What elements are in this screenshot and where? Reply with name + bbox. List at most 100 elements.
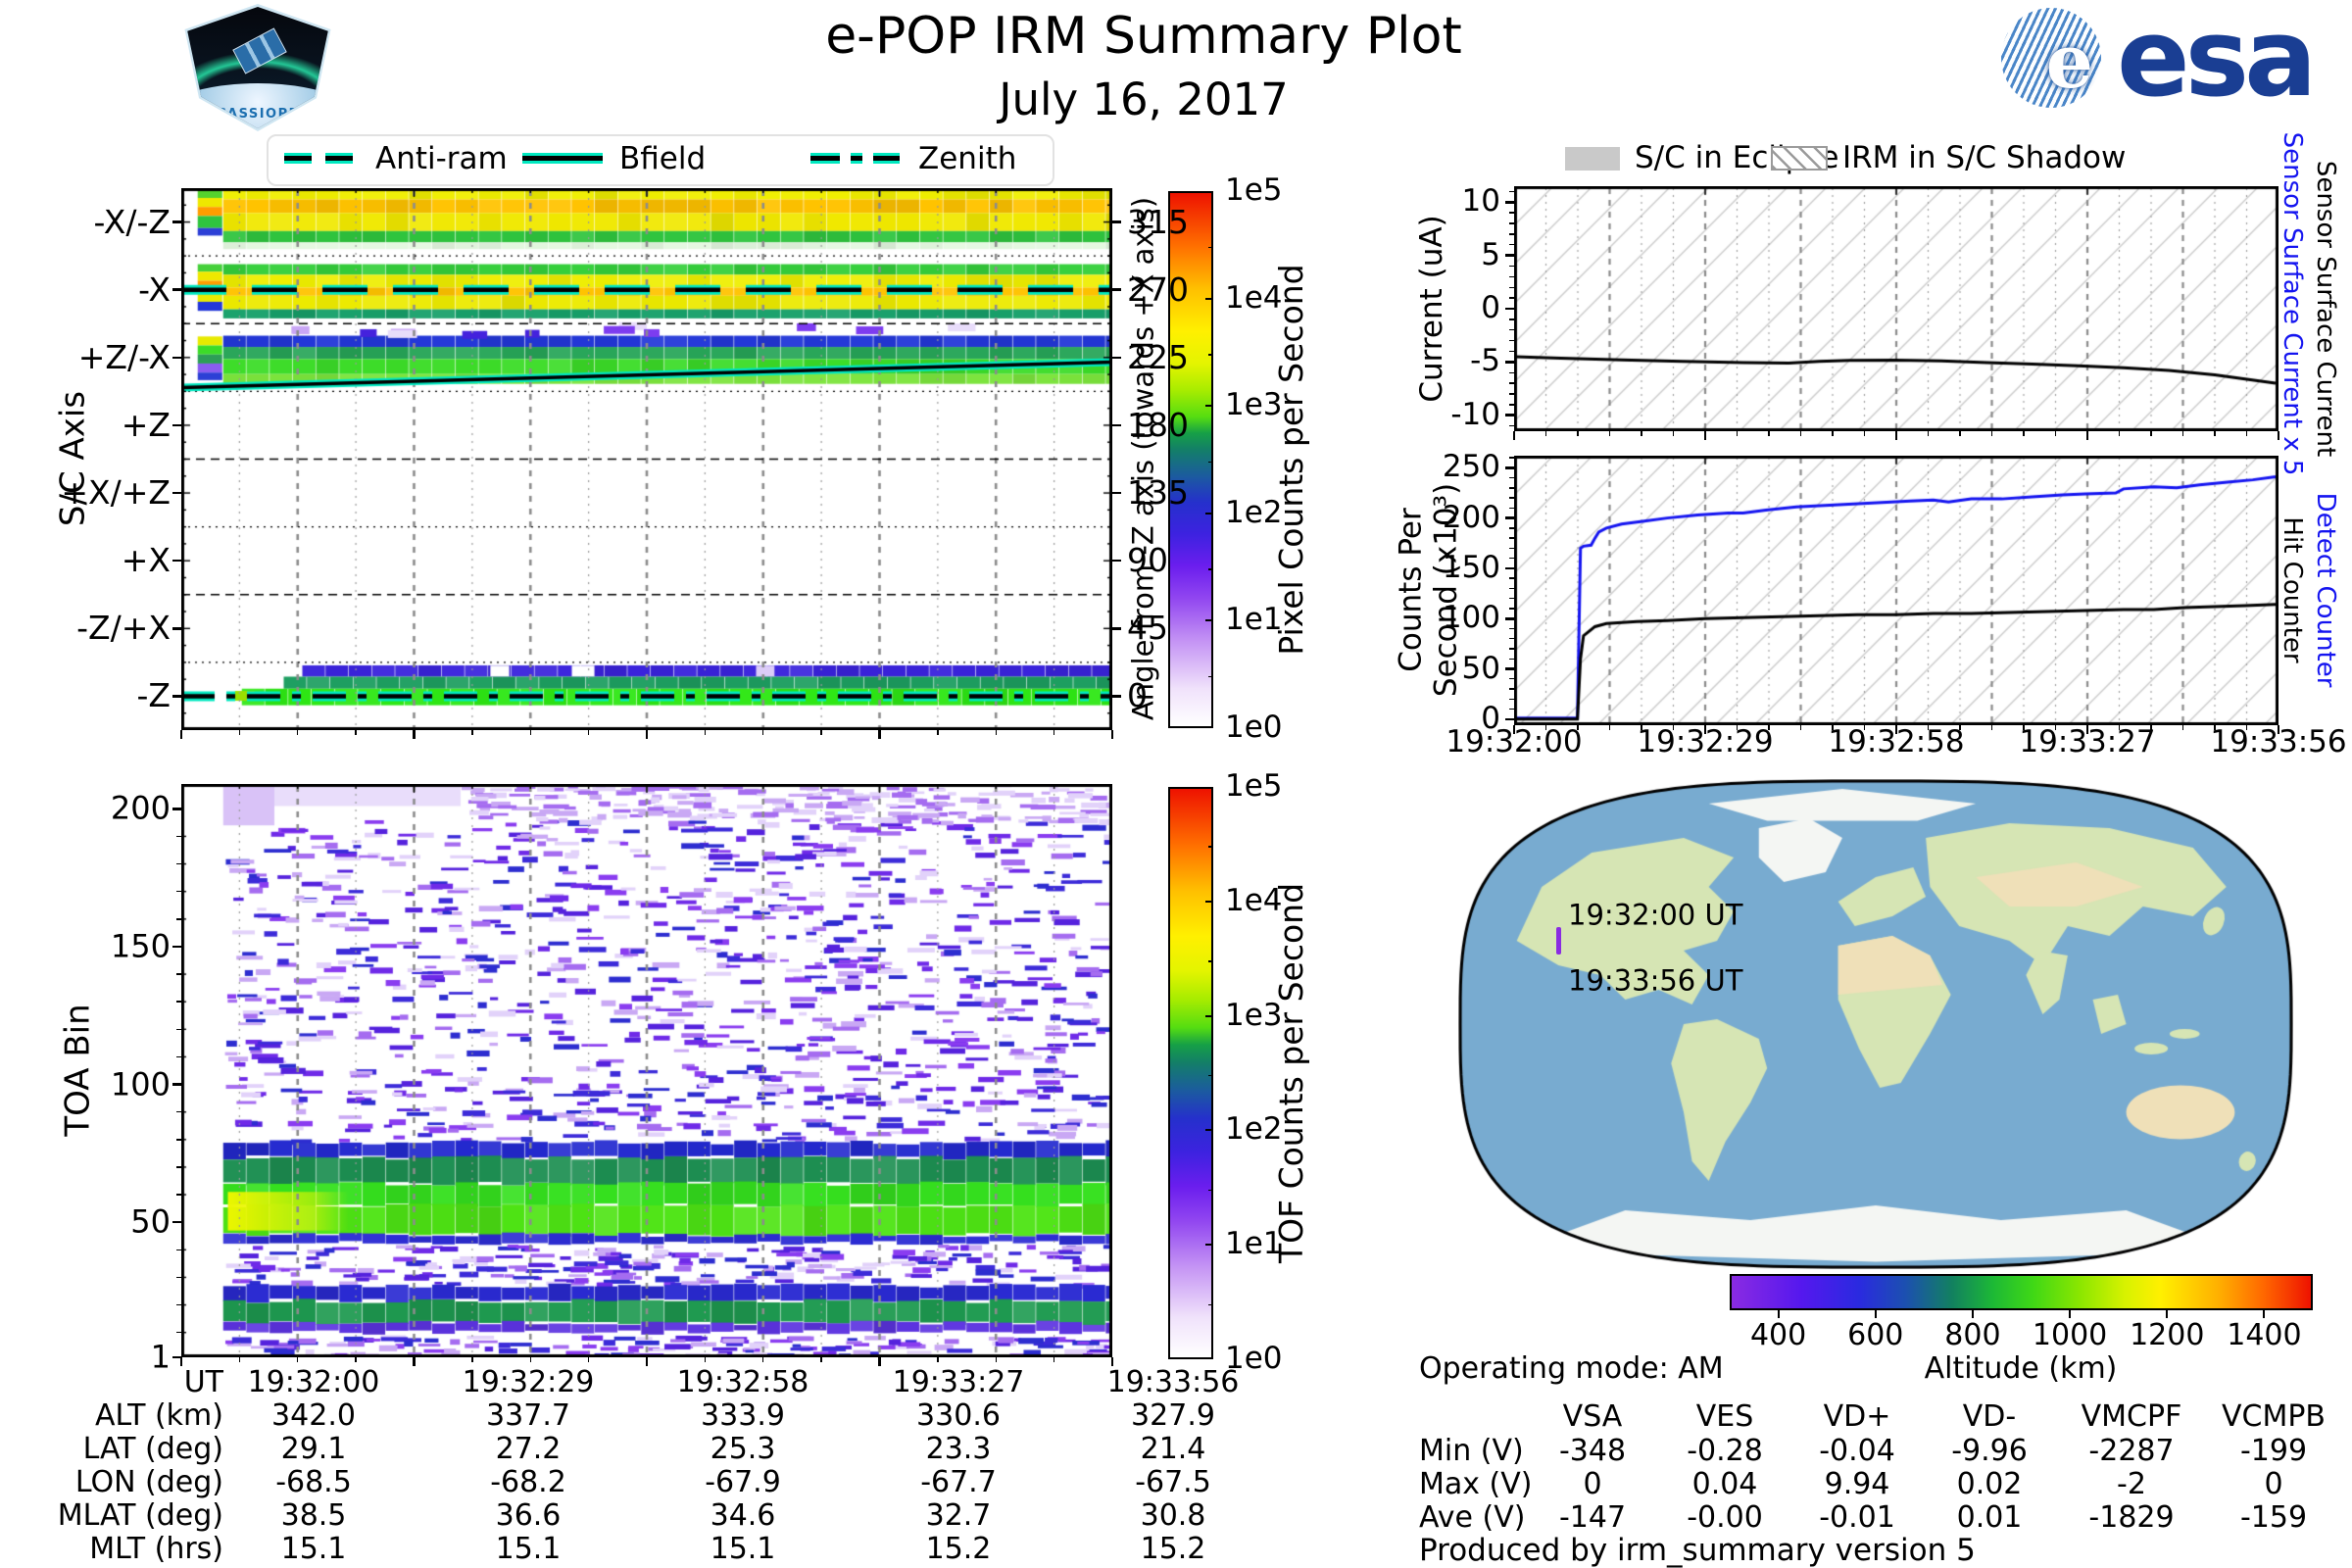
anti-ram-line-swatch [284, 153, 312, 164]
toa-tick-label: 100 [110, 1065, 171, 1103]
altitude-tick-label: 1400 [2227, 1317, 2302, 1352]
ephemeris-value: 29.1 [280, 1431, 347, 1466]
tick-mark [1736, 431, 1739, 436]
ephemeris-value: 21.4 [1140, 1431, 1206, 1466]
ephemeris-value: 337.7 [486, 1397, 570, 1433]
y-tick-label: -5 [1470, 343, 1500, 379]
tick-mark [1110, 730, 1114, 739]
tick-mark [1505, 414, 1514, 416]
voltage-value: -199 [2239, 1433, 2308, 1468]
tick-mark [645, 1357, 649, 1366]
sc-axis-tick-label: -X/-Z [93, 202, 171, 241]
tick-mark [1703, 725, 1707, 734]
toa-tick-label: 200 [110, 789, 171, 827]
voltage-value: 0.02 [1956, 1466, 2023, 1501]
tick-mark [413, 730, 416, 739]
voltage-value: -2287 [2088, 1433, 2175, 1468]
voltage-row-label: Min (V) [1419, 1433, 1524, 1468]
altitude-tick-label: 1200 [2130, 1317, 2205, 1352]
zenith-line-swatch [851, 153, 862, 164]
tick-mark [1505, 667, 1514, 670]
ephemeris-value: 15.1 [710, 1531, 776, 1566]
tick-mark [2150, 725, 2152, 730]
tick-mark [704, 730, 707, 735]
tick-mark [172, 491, 181, 495]
ephemeris-value: -67.9 [705, 1464, 781, 1499]
sc-axis-label: S/C Axis [53, 390, 93, 527]
colorbar-tick-label: 1e0 [1225, 1341, 1283, 1377]
tick-mark [172, 627, 181, 630]
tick-mark [172, 356, 181, 360]
tick-mark [172, 1220, 181, 1224]
tick-mark [1874, 1310, 1877, 1318]
tick-mark [1505, 201, 1514, 204]
tick-mark [2277, 725, 2280, 734]
counts-axis-label: Counts Per Second (x10³) [1393, 482, 1463, 698]
tick-mark [1971, 1310, 1974, 1318]
time-tick-label: 19:33:56 [2210, 724, 2347, 760]
anti-ram-line-swatch [325, 153, 353, 164]
toa-tick-label: 1 [150, 1338, 171, 1376]
toa-tick-label: 150 [110, 927, 171, 965]
ephemeris-row-label: UT [183, 1364, 223, 1399]
toa-tick-label: 50 [130, 1202, 171, 1241]
ephemeris-row-label: LON (deg) [74, 1464, 223, 1499]
legend-shadow-label: IRM in S/C Shadow [1842, 140, 2127, 176]
y-tick-label: 0 [1481, 701, 1500, 737]
tick-mark [1927, 431, 1930, 436]
tick-mark [2054, 431, 2057, 436]
toa-spectrogram [181, 784, 1112, 1357]
voltage-row-label: Ave (V) [1419, 1499, 1526, 1535]
tick-mark [1777, 1310, 1780, 1318]
angle-axis-label: Angle from -Z axis (towards +X axis) [1126, 196, 1160, 721]
tick-mark [238, 730, 241, 735]
voltage-value: 9.94 [1824, 1466, 1890, 1501]
page-title: e-POP IRM Summary Plot [825, 7, 1462, 66]
tick-mark [1112, 356, 1121, 360]
tick-mark [878, 730, 881, 739]
ephemeris-value: 23.3 [925, 1431, 992, 1466]
sensor-current-x5-label: Sensor Surface Current x 5 [2277, 131, 2307, 476]
tick-mark [529, 730, 531, 735]
sc-axis-tick-label: +Z/-X [77, 337, 171, 376]
ephemeris-value: 32.7 [925, 1497, 992, 1533]
cassiope-mission-patch: CASSIOPE [184, 4, 331, 131]
sc-axis-spectrogram [181, 188, 1112, 730]
sc-axis-tick-label: +X [121, 541, 171, 580]
tick-mark [645, 730, 649, 739]
voltage-value: -147 [1558, 1499, 1627, 1535]
map-end-time: 19:33:56 UT [1568, 963, 1743, 998]
tick-mark [2166, 1310, 2169, 1318]
tick-mark [1990, 431, 1993, 436]
eclipse-swatch [1565, 147, 1620, 171]
voltage-value: -9.96 [1951, 1433, 2028, 1468]
sensor-current-label: Sensor Surface Current [2310, 160, 2340, 458]
ephemeris-value: 30.8 [1140, 1497, 1206, 1533]
voltage-value: -159 [2239, 1499, 2308, 1535]
tick-mark [2023, 725, 2025, 730]
sc-axis-tick-label: -X [138, 270, 171, 309]
tick-mark [1512, 431, 1516, 440]
tick-mark [2085, 431, 2089, 440]
sc-axis-tick-label: -Z [136, 676, 171, 715]
tick-mark [355, 730, 357, 735]
zenith-line-swatch [873, 153, 900, 164]
pixel-colorbar [1168, 191, 1213, 728]
voltage-column-header: VD+ [1823, 1398, 1891, 1434]
tick-mark [2263, 1310, 2266, 1318]
legend-bfield-label: Bfield [619, 141, 707, 177]
tick-mark [2054, 725, 2057, 730]
tick-mark [1112, 220, 1121, 223]
tick-mark [1832, 725, 1834, 730]
tick-mark [2181, 725, 2184, 730]
tick-mark [1112, 423, 1121, 427]
tick-mark [1768, 431, 1770, 436]
tick-mark [1832, 431, 1834, 436]
esa-e-glyph: e [2045, 18, 2093, 105]
tick-mark [1736, 725, 1739, 730]
tick-mark [2245, 431, 2248, 436]
tick-mark [1608, 431, 1611, 436]
tick-mark [172, 559, 181, 563]
tick-mark [1505, 466, 1514, 469]
pixel-colorbar-label: Pixel Counts per Second [1272, 264, 1311, 656]
